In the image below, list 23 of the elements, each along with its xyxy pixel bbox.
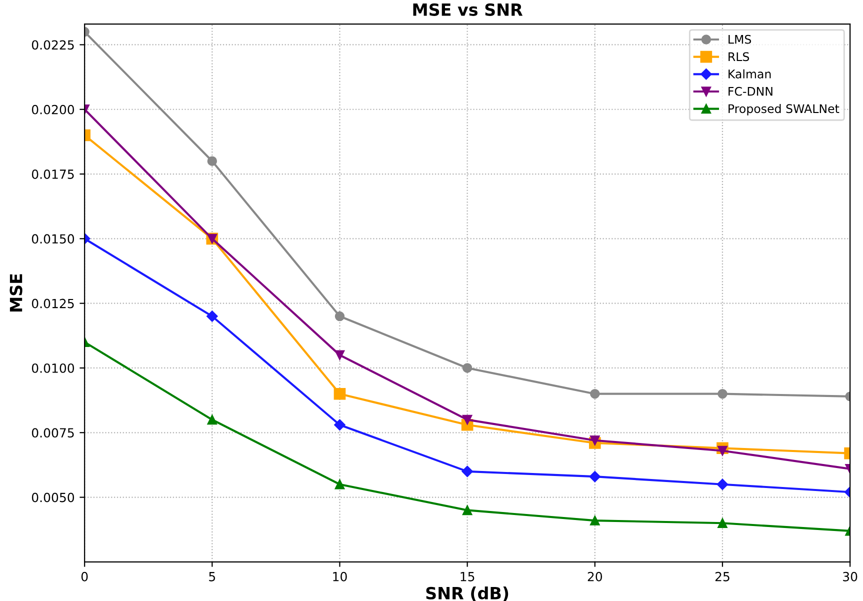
y-tick-label: 0.0075: [32, 428, 74, 438]
y-tick-label: 0.0125: [32, 298, 74, 308]
x-tick-label: 0: [81, 572, 88, 582]
legend-label: FC-DNN: [728, 86, 772, 96]
y-tick-label: 0.0100: [32, 363, 74, 373]
legend-label: RLS: [728, 52, 750, 62]
y-tick-label: 0.0225: [32, 40, 74, 50]
x-tick-label: 15: [460, 572, 474, 582]
legend-label: LMS: [728, 34, 752, 44]
y-axis-title: MSE: [10, 274, 22, 312]
legend-label: Proposed SWALNet: [728, 104, 840, 116]
y-tick-label: 0.0200: [32, 104, 74, 114]
x-tick-label: 20: [588, 572, 602, 582]
x-tick-label: 5: [209, 572, 216, 582]
x-tick-label: 30: [843, 572, 858, 582]
x-axis-title: SNR (dB): [426, 586, 508, 601]
y-tick-label: 0.0050: [32, 492, 74, 502]
y-tick-label: 0.0175: [32, 170, 74, 179]
y-tick-label: 0.0150: [32, 234, 74, 244]
x-tick-label: 10: [333, 572, 347, 582]
legend-label: Kalman: [728, 69, 771, 78]
chart-title: MSE vs SNR: [413, 3, 523, 16]
x-tick-label: 25: [715, 572, 730, 582]
